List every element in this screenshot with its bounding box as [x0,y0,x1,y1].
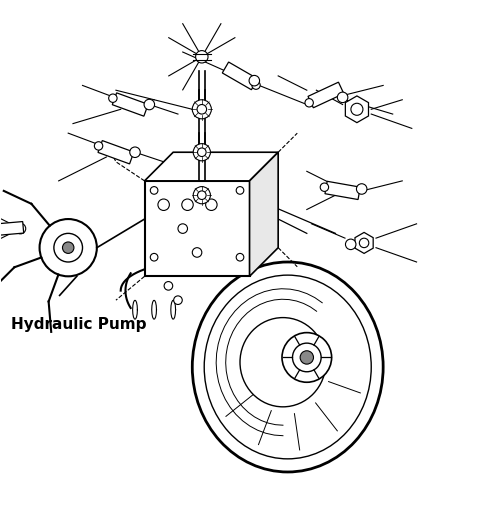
Circle shape [198,148,206,157]
Circle shape [130,147,140,158]
Circle shape [193,144,210,161]
Circle shape [205,199,217,211]
Circle shape [351,103,363,115]
Circle shape [174,296,182,304]
Circle shape [164,281,173,290]
Polygon shape [112,93,148,116]
Circle shape [192,248,202,257]
Circle shape [192,100,211,119]
Circle shape [282,333,332,383]
Polygon shape [308,82,344,108]
Polygon shape [98,140,134,164]
Circle shape [346,239,356,249]
Circle shape [54,233,83,262]
Text: Hydraulic Pump: Hydraulic Pump [11,317,146,332]
Circle shape [249,75,260,86]
Circle shape [236,187,244,194]
Circle shape [15,223,26,234]
Polygon shape [355,233,373,254]
Polygon shape [222,62,258,90]
Polygon shape [0,222,24,236]
Circle shape [252,81,260,89]
Circle shape [337,92,348,103]
Circle shape [182,199,193,211]
Circle shape [150,254,158,261]
Circle shape [360,238,369,248]
Circle shape [95,141,103,150]
Circle shape [178,224,188,233]
Circle shape [197,104,206,114]
Ellipse shape [192,262,383,472]
Circle shape [196,51,208,63]
Circle shape [158,199,169,211]
Polygon shape [345,96,369,123]
Polygon shape [325,181,360,200]
Circle shape [292,343,321,372]
Circle shape [108,94,117,102]
Circle shape [62,242,74,254]
Circle shape [236,254,244,261]
Polygon shape [250,152,278,276]
Circle shape [320,183,329,191]
Circle shape [357,184,367,194]
Circle shape [39,219,97,276]
Circle shape [305,99,313,107]
Circle shape [300,351,313,364]
Circle shape [150,187,158,194]
Polygon shape [144,152,278,181]
Circle shape [198,191,206,200]
Circle shape [193,187,210,204]
Circle shape [144,99,155,110]
Bar [144,181,250,276]
